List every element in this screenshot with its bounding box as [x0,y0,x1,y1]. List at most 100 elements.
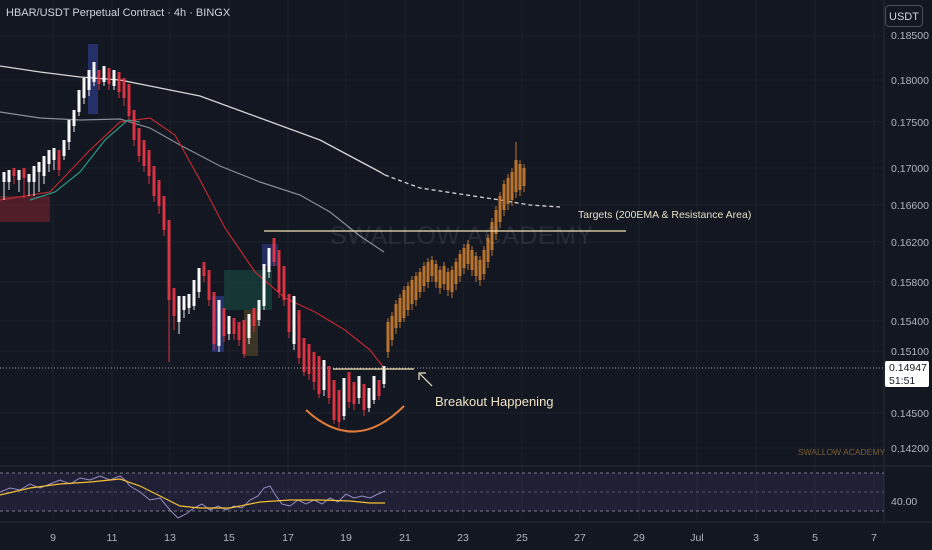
candle-body [117,72,121,92]
projected-candle-body [498,196,502,222]
candle-body [327,366,331,398]
projected-candle-body [386,322,390,352]
projected-candle-body [490,222,494,250]
candle-body [137,128,141,156]
candle-body [262,264,266,306]
price-tick-label: 0.14200 [891,443,929,455]
candle-body [307,344,311,374]
date-tick-label: 5 [812,532,818,544]
candle-body [92,62,96,82]
watermark: SWALLOW ACADEMY [330,222,594,250]
breakout-annotation: Breakout Happening [435,394,554,409]
date-tick-label: 27 [574,532,586,544]
candle-body [222,308,226,336]
candle-body [2,172,6,182]
candle-body [292,296,296,344]
date-tick-label: 29 [633,532,645,544]
projected-candle-body [390,316,394,340]
candle-body [207,270,211,300]
rsi-ma-line [0,478,385,509]
price-tick-label: 0.18000 [891,75,929,87]
candle-body [127,84,131,116]
candle-body [277,250,281,292]
candle-body [27,174,31,182]
candle-body [177,296,181,322]
projected-candle-body [426,262,430,282]
candle-body [77,90,81,112]
candle-body [287,294,291,332]
zone-olive [244,310,258,356]
candle-body [302,338,306,372]
candle-body [112,70,116,86]
candle-body [122,78,126,98]
candle-body [152,166,156,196]
projected-candle-body [486,238,490,262]
date-tick-label: 7 [871,532,877,544]
last-price-label: 0.14947 51:51 [885,361,929,387]
candle-body [32,166,36,182]
date-tick-label: 15 [223,532,235,544]
date-tick-label: 17 [282,532,294,544]
projected-candle-body [494,210,498,234]
candle-body [372,376,376,400]
projected-candle-body [406,286,410,310]
projected-candle-body [438,270,442,288]
projected-candle-body [502,184,506,210]
candle-body [17,170,21,180]
candle-body [272,238,276,262]
candle-body [52,148,56,160]
candle-body [187,294,191,308]
projected-candle-body [442,266,446,284]
candle-body [167,220,171,300]
projected-candle-body [434,264,438,282]
last-price-value: 0.14947 [889,362,927,374]
projected-candle-body [394,304,398,328]
candle-body [342,378,346,416]
projected-candle-body [402,290,406,318]
ma-20-line [29,119,141,201]
bar-countdown: 51:51 [889,374,916,387]
projected-candle-body [466,244,470,264]
date-tick-label: 13 [164,532,176,544]
candle-body [182,296,186,310]
date-tick-label: 23 [457,532,469,544]
date-tick-label: 21 [399,532,411,544]
candle-body [377,380,381,396]
projected-candle-body [522,168,526,186]
price-tick-label: 0.14500 [891,408,929,420]
date-tick-label: 3 [753,532,759,544]
projected-candle-body [418,272,422,292]
candle-body [367,388,371,408]
candle-body [22,168,26,178]
date-tick-label: 19 [340,532,352,544]
candle-body [317,356,321,394]
projected-candle-body [482,250,486,274]
candle-body [67,120,71,142]
candle-body [257,300,261,320]
price-tick-label: 0.15800 [891,277,929,289]
projected-candle-body [518,164,522,190]
currency-button[interactable]: USDT [885,5,923,27]
projected-candle-body [478,260,482,280]
candle-body [132,110,136,140]
candle-body [62,140,66,156]
candle-body [362,384,366,410]
candle-body [312,352,316,382]
ema-200-line [0,65,386,176]
projected-candle-body [450,270,454,292]
projected-candle-body [510,172,514,200]
candle-body [332,380,336,420]
candle-body [42,156,46,176]
projected-candle-body [410,280,414,304]
candle-body [337,390,341,422]
candle-body [297,310,301,358]
candle-body [202,262,206,276]
cup-arc [305,405,405,433]
price-tick-label: 0.15100 [891,346,929,358]
projected-candle-body [474,256,478,276]
candle-body [172,288,176,316]
projected-candle-body [454,262,458,284]
date-tick-label: 9 [50,532,56,544]
candle-body [352,382,356,404]
